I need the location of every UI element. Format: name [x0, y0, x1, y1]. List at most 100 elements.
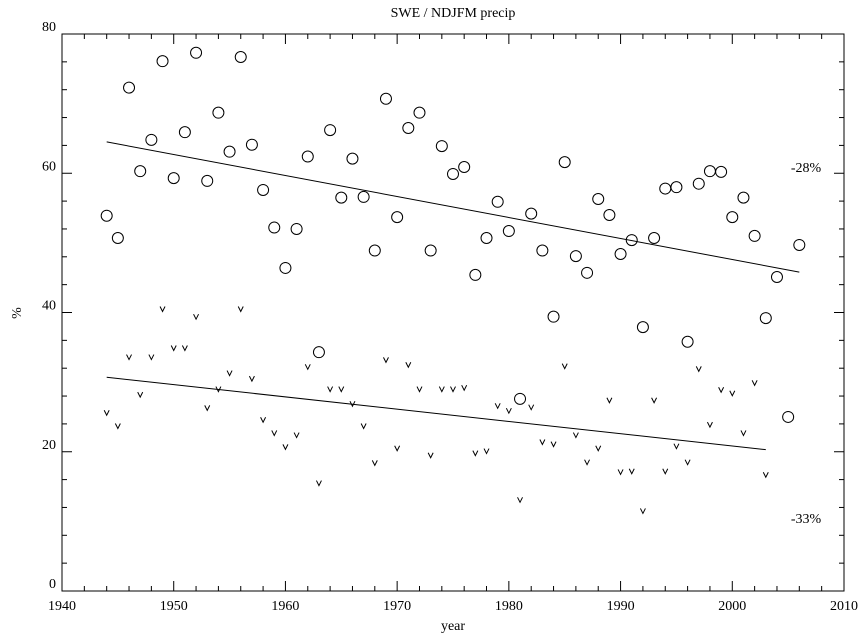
point — [614, 248, 627, 261]
point — [536, 244, 549, 257]
point — [335, 191, 348, 204]
point — [770, 270, 783, 283]
point — [114, 423, 121, 430]
point — [226, 370, 233, 377]
point — [762, 472, 769, 479]
point — [450, 386, 456, 393]
point — [178, 126, 191, 139]
point — [170, 345, 177, 352]
point — [279, 261, 292, 274]
point — [413, 106, 426, 119]
y-tick-label: 20 — [42, 438, 56, 453]
point — [145, 133, 158, 146]
point — [215, 386, 222, 393]
point — [193, 313, 200, 321]
point — [483, 448, 490, 455]
point — [268, 221, 281, 234]
y-tick-label: 80 — [42, 20, 56, 35]
x-tick-label: 2000 — [718, 599, 746, 614]
point — [282, 444, 289, 451]
x-tick-label: 1980 — [495, 599, 523, 614]
point — [528, 404, 535, 411]
point — [782, 410, 795, 423]
point — [371, 460, 378, 467]
point — [617, 469, 624, 476]
point — [159, 306, 166, 313]
point — [695, 366, 702, 373]
point — [662, 468, 669, 475]
point — [639, 508, 646, 515]
point — [628, 468, 635, 475]
point — [167, 172, 180, 185]
point — [636, 321, 649, 334]
point — [204, 405, 211, 412]
point — [137, 391, 144, 399]
point — [360, 423, 367, 430]
point — [759, 312, 772, 325]
point — [572, 432, 579, 439]
point — [648, 232, 661, 245]
point — [416, 386, 423, 393]
plot-frame — [61, 33, 845, 592]
point — [718, 387, 725, 394]
point — [245, 138, 258, 151]
y-tick-label: 60 — [42, 159, 56, 174]
point — [561, 363, 568, 370]
point — [134, 165, 147, 178]
x-tick-label: 1970 — [383, 599, 411, 614]
point — [692, 177, 705, 190]
point — [514, 392, 527, 405]
point — [458, 160, 471, 173]
point — [480, 232, 493, 245]
x-tick-label: 1950 — [160, 599, 188, 614]
point — [201, 174, 214, 187]
y-tick-label: 40 — [42, 299, 56, 314]
point — [469, 268, 482, 281]
point — [726, 211, 739, 224]
point — [315, 480, 322, 487]
point — [123, 81, 136, 94]
point — [606, 397, 613, 404]
annotation: -28% — [791, 161, 822, 176]
x-tick-label: 1940 — [48, 599, 76, 614]
point — [290, 222, 303, 235]
point — [435, 140, 448, 153]
point — [729, 390, 736, 397]
point — [391, 211, 404, 224]
point — [293, 432, 300, 439]
point — [260, 416, 267, 424]
y-tick-label: 0 — [49, 577, 56, 592]
point — [212, 106, 225, 119]
point — [394, 445, 401, 452]
point — [379, 92, 392, 105]
point — [148, 354, 155, 361]
point — [715, 165, 728, 178]
point — [312, 346, 325, 359]
point — [603, 209, 616, 222]
point — [793, 238, 806, 251]
point — [368, 244, 381, 257]
point — [740, 430, 747, 437]
point — [659, 182, 672, 195]
x-tick-label: 1990 — [607, 599, 635, 614]
trend-line — [106, 376, 766, 451]
point — [111, 232, 124, 245]
point — [461, 384, 468, 392]
point — [438, 386, 445, 393]
point — [324, 124, 337, 137]
point — [673, 443, 680, 450]
point — [156, 55, 169, 68]
x-axis-label: year — [441, 619, 465, 634]
point — [539, 439, 546, 446]
point — [502, 225, 515, 238]
point — [349, 400, 356, 408]
point — [257, 183, 270, 196]
point — [751, 380, 758, 387]
x-tick-label: 2010 — [830, 599, 858, 614]
point — [234, 50, 247, 63]
point — [327, 386, 334, 393]
point — [494, 403, 501, 410]
point — [584, 459, 591, 466]
point — [100, 209, 113, 222]
